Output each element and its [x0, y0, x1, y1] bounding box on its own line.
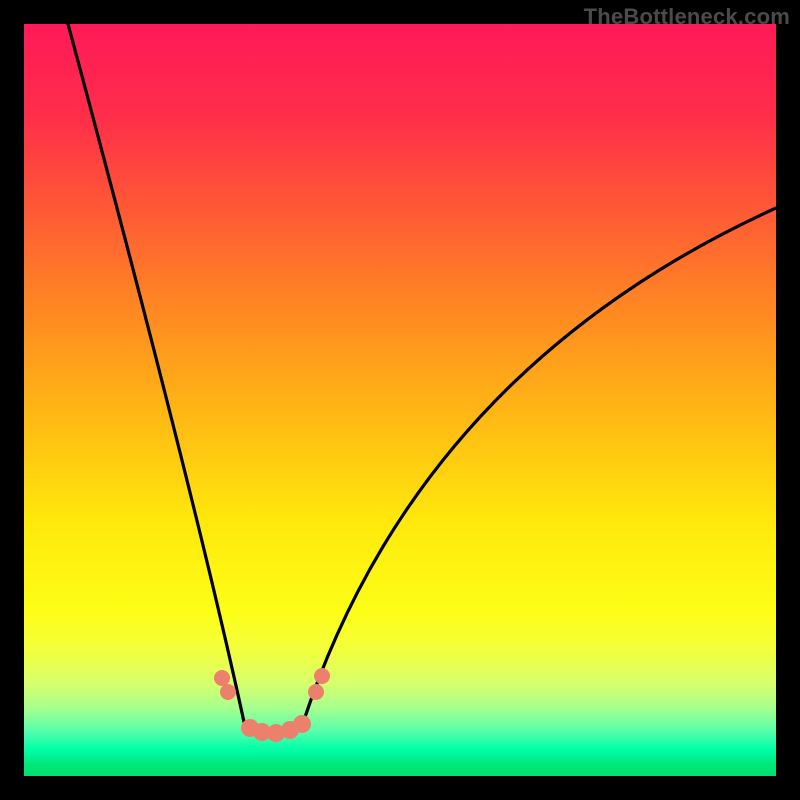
curve-marker: [214, 670, 230, 686]
curve-marker: [314, 668, 330, 684]
bottleneck-dip-chart: [0, 0, 800, 800]
plot-area: [24, 24, 776, 776]
chart-frame: TheBottleneck.com: [0, 0, 800, 800]
curve-marker: [308, 684, 324, 700]
curve-marker: [220, 684, 236, 700]
watermark-text: TheBottleneck.com: [584, 4, 790, 30]
curve-marker: [293, 715, 311, 733]
